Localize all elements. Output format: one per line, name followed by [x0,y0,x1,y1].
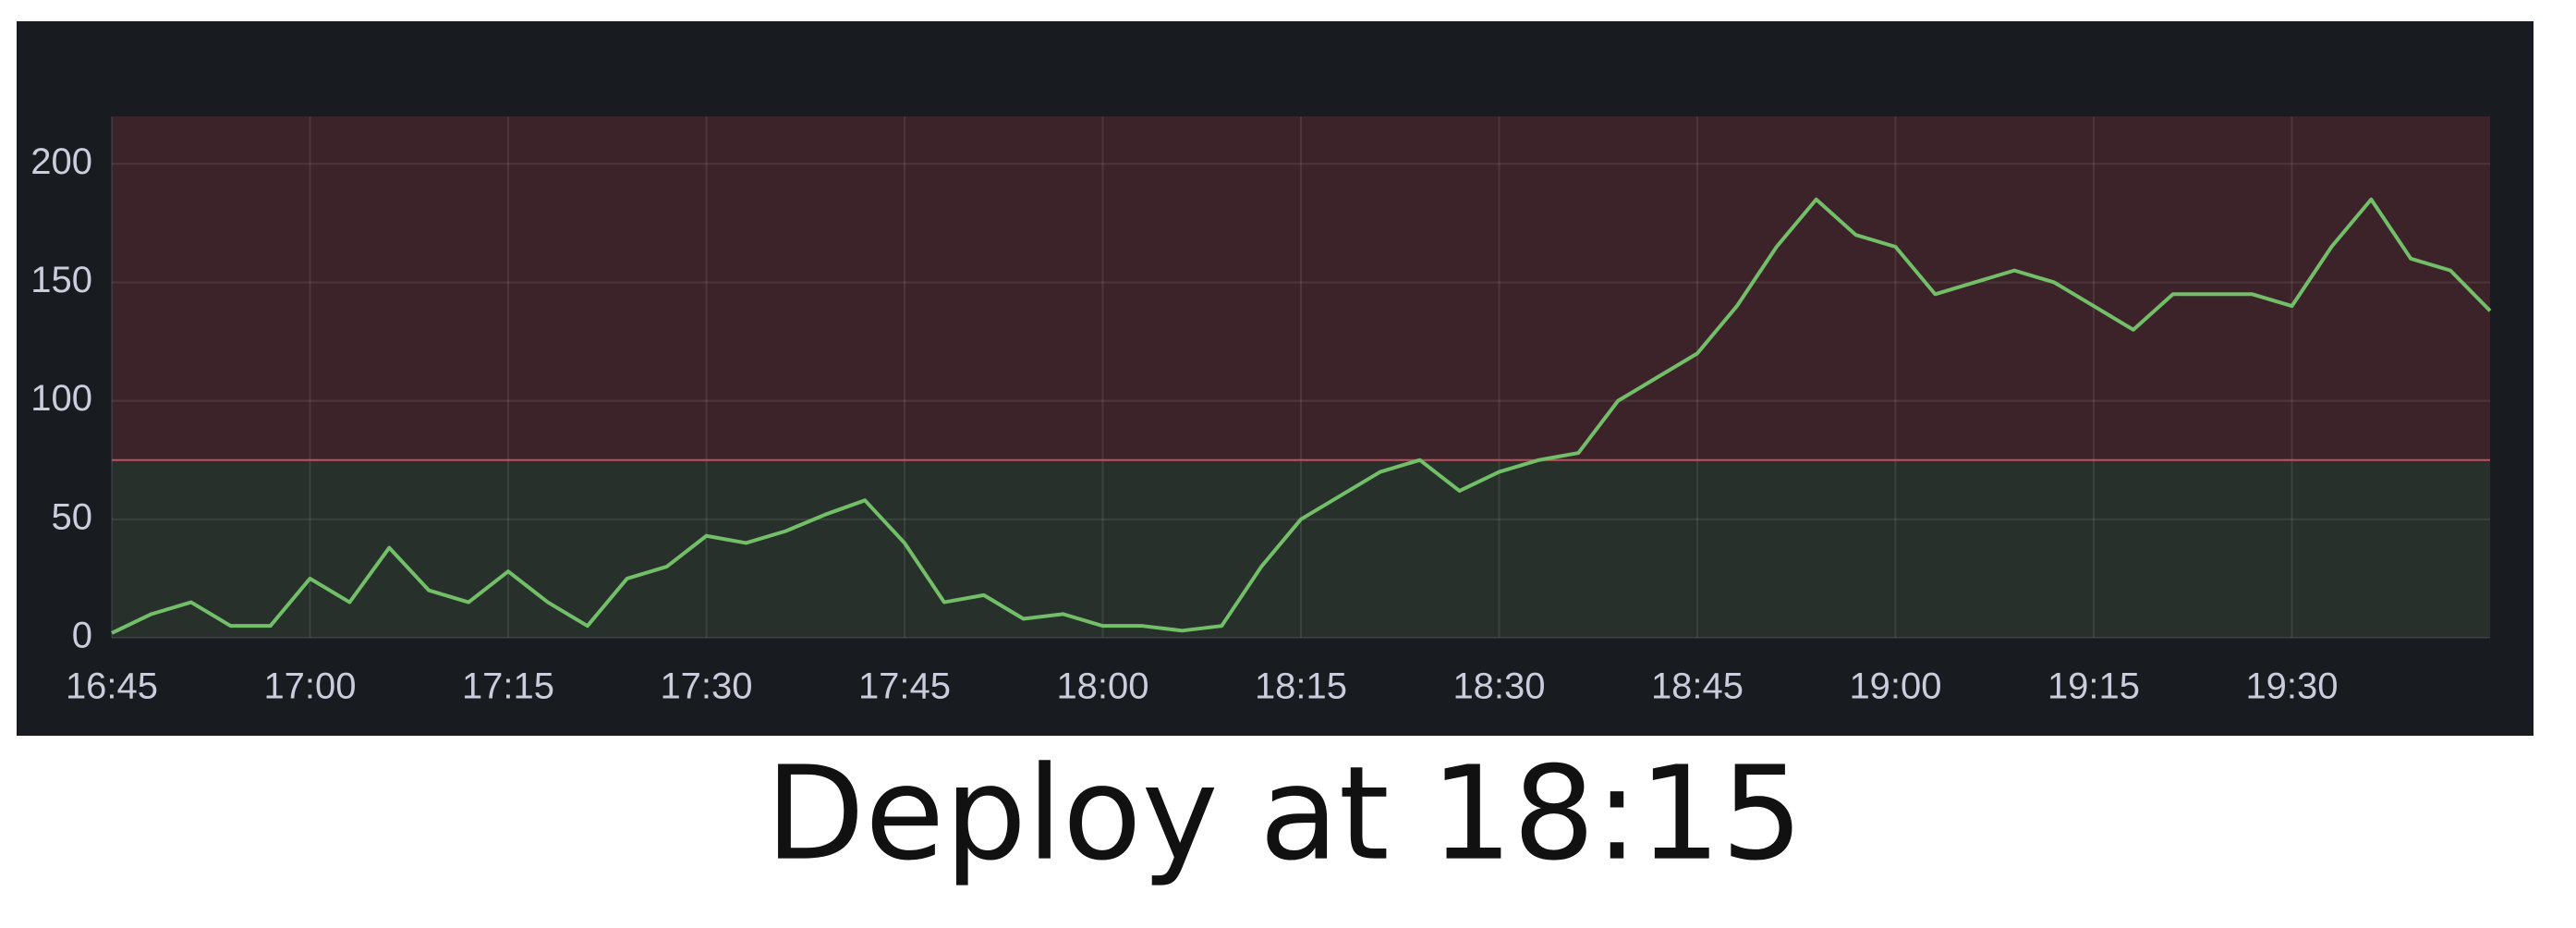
x-tick-label: 19:30 [2245,666,2338,707]
x-tick-label: 18:30 [1452,666,1545,707]
y-tick-label: 150 [30,260,92,300]
x-tick-label: 18:15 [1255,666,1347,707]
x-tick-label: 17:45 [858,666,951,707]
caption: Deploy at 18:15 [765,739,1803,890]
y-tick-label: 0 [72,616,92,656]
y-tick-label: 50 [52,496,93,537]
series-line [111,197,2492,635]
x-tick-label: 17:30 [660,666,752,707]
y-tick-label: 100 [30,378,92,419]
x-tick-label: 19:15 [2047,666,2140,707]
x-tick-label: 18:00 [1056,666,1148,707]
x-tick-label: 18:45 [1651,666,1744,707]
y-tick-label: 200 [30,141,92,182]
threshold-region-below [112,459,2490,638]
x-tick-label: 16:45 [66,666,158,707]
x-tick-label: 19:00 [1849,666,1941,707]
x-tick-label: 17:15 [462,666,554,707]
x-tick-label: 17:00 [263,666,356,707]
threshold-region-above [112,116,2490,460]
